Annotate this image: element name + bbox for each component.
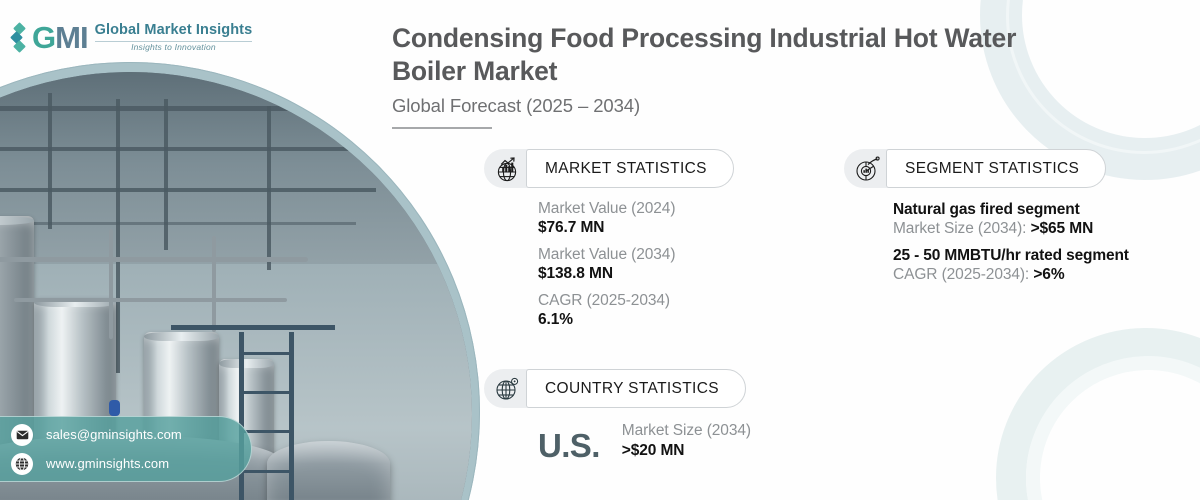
decorative-arc-top-right-thin xyxy=(1006,0,1200,154)
country-market-size-label: Market Size (2034) xyxy=(621,422,751,439)
logo-wordmark: Global Market Insights Insights to Innov… xyxy=(94,22,253,52)
contact-bar: sales@gminsights.com www.gminsights.com xyxy=(0,416,252,482)
decorative-arc-bottom-right-thin xyxy=(1026,356,1200,500)
globe-pin-icon xyxy=(484,369,530,408)
segment-2-metric-value: >6% xyxy=(1033,266,1065,283)
country-statistics-label: COUNTRY STATISTICS xyxy=(526,369,746,408)
logo-tagline: Insights to Innovation xyxy=(131,41,216,52)
segment-2-heading: 25 - 50 MMBTU/hr rated segment xyxy=(893,247,1129,264)
segment-statistics-label: SEGMENT STATISTICS xyxy=(886,149,1107,188)
country-name: U.S. xyxy=(538,427,600,464)
segment-statistics-body: Natural gas fired segment Market Size (2… xyxy=(893,201,1171,284)
market-statistics-pill[interactable]: MARKET STATISTICS xyxy=(484,149,734,188)
donut-chart-arrow-icon xyxy=(844,149,890,188)
contact-website-row[interactable]: www.gminsights.com xyxy=(11,452,251,475)
country-market-size-value: >$20 MN xyxy=(621,442,685,459)
market-value-2034-value: $138.8 MN xyxy=(538,265,613,282)
contact-email-row[interactable]: sales@gminsights.com xyxy=(11,423,251,446)
logo-divider xyxy=(94,40,253,42)
page-title: Condensing Food Processing Industrial Ho… xyxy=(392,23,1017,87)
segment-statistics-pill[interactable]: SEGMENT STATISTICS xyxy=(844,149,1107,188)
segment-1-heading: Natural gas fired segment xyxy=(893,201,1080,218)
market-statistics-body: Market Value (2024) $76.7 MN Market Valu… xyxy=(538,200,675,329)
contact-website-text: www.gminsights.com xyxy=(46,456,170,471)
country-statistics-pill[interactable]: COUNTRY STATISTICS xyxy=(484,369,746,408)
segment-1-metric-label: Market Size (2034): xyxy=(893,220,1031,237)
logo-initials: GMI xyxy=(32,20,89,55)
segment-1-metric: Market Size (2034): >$65 MN xyxy=(893,220,1171,238)
segment-2-metric-label: CAGR (2025-2034): xyxy=(893,266,1034,283)
title-divider xyxy=(392,126,492,129)
market-value-2024-value: $76.7 MN xyxy=(538,219,605,236)
market-cagr-label: CAGR (2025-2034) xyxy=(538,292,670,309)
country-statistics-body: U.S. Market Size (2034) >$20 MN xyxy=(538,422,751,462)
market-value-2034-label: Market Value (2034) xyxy=(538,246,676,263)
market-value-2024-label: Market Value (2024) xyxy=(538,200,676,217)
contact-email-text: sales@gminsights.com xyxy=(46,427,182,442)
market-cagr-value: 6.1% xyxy=(538,311,573,328)
gmi-diamond-logo-icon xyxy=(10,21,26,53)
market-statistics-label: MARKET STATISTICS xyxy=(526,149,734,188)
logo-company-name: Global Market Insights xyxy=(94,22,253,39)
title-block: Condensing Food Processing Industrial Ho… xyxy=(392,22,1032,129)
photo-panel: sales@gminsights.com www.gminsights.com xyxy=(0,0,482,500)
globe-bar-chart-icon xyxy=(484,149,530,188)
segment-1-metric-value: >$65 MN xyxy=(1030,220,1094,237)
globe-icon xyxy=(11,452,33,475)
page-subtitle: Global Forecast (2025 – 2034) xyxy=(392,94,641,116)
envelope-icon xyxy=(11,423,33,446)
brand-logo[interactable]: GMI Global Market Insights Insights to I… xyxy=(10,20,253,55)
decorative-arc-bottom-right xyxy=(996,328,1200,500)
segment-2-metric: CAGR (2025-2034): >6% xyxy=(893,266,1171,284)
